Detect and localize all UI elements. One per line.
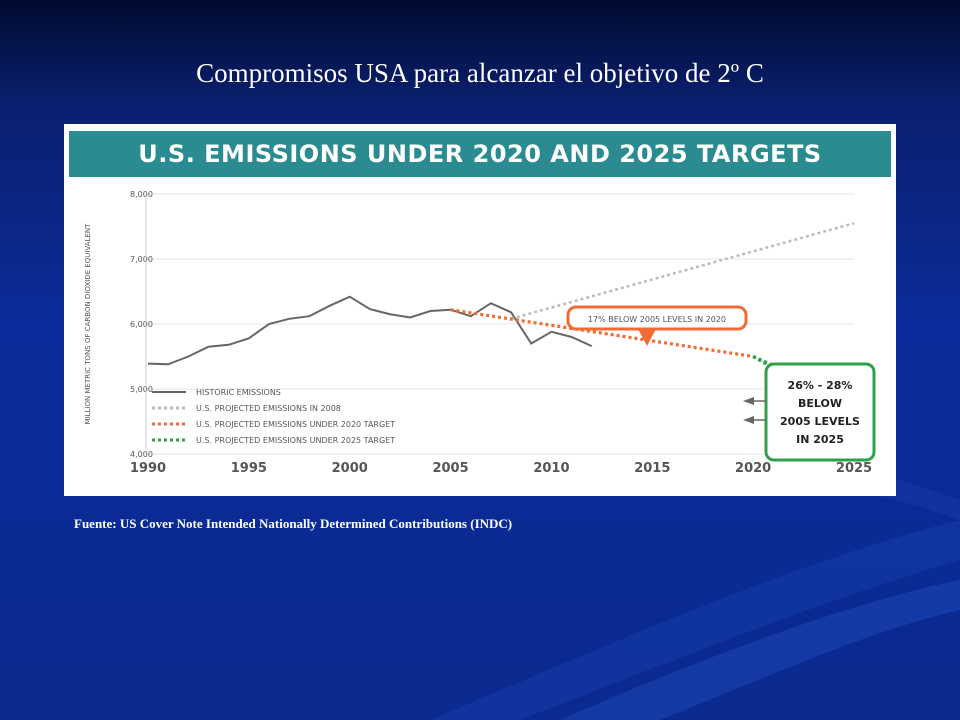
callout-2025-text: BELOW (798, 397, 842, 410)
y-tick-label: 7,000 (130, 255, 153, 264)
callout-2020-pointer (638, 329, 656, 346)
x-tick-label: 2025 (836, 461, 872, 476)
callout-2025-box (764, 362, 876, 462)
series-line (510, 222, 855, 321)
y-tick-label: 8,000 (130, 190, 153, 199)
x-tick-label: 1990 (130, 461, 166, 476)
y-axis-label: MILLION METRIC TONS OF CARBON DIOXIDE EQ… (84, 223, 92, 425)
slide-title: Compromisos USA para alcanzar el objetiv… (196, 58, 764, 88)
legend-label: U.S. PROJECTED EMISSIONS UNDER 2020 TARG… (196, 420, 395, 429)
callout-2025-text: IN 2025 (796, 433, 844, 446)
arrow-head (743, 397, 754, 405)
x-tick-label: 2005 (432, 461, 468, 476)
y-tick-label: 6,000 (130, 320, 153, 329)
y-tick-label: 4,000 (130, 450, 153, 459)
callout-2020-box (566, 305, 748, 331)
legend-label: U.S. PROJECTED EMISSIONS IN 2008 (196, 404, 341, 413)
callout-2025-text: 26% - 28% (788, 379, 853, 392)
x-tick-label: 2020 (735, 461, 771, 476)
y-tick-label: 5,000 (130, 385, 153, 394)
x-tick-label: 2000 (332, 461, 368, 476)
legend-label: HISTORIC EMISSIONS (196, 388, 281, 397)
chart-title: U.S. EMISSIONS UNDER 2020 AND 2025 TARGE… (69, 131, 891, 177)
x-tick-label: 1995 (231, 461, 267, 476)
legend-label: U.S. PROJECTED EMISSIONS UNDER 2025 TARG… (196, 436, 395, 445)
callout-2020-text: 17% BELOW 2005 LEVELS IN 2020 (588, 315, 726, 324)
chart-figure: U.S. EMISSIONS UNDER 2020 AND 2025 TARGE… (64, 124, 896, 496)
source-note: Fuente: US Cover Note Intended Nationall… (74, 516, 513, 531)
callout-2025-text: 2005 LEVELS (780, 415, 860, 428)
series-line (147, 295, 593, 366)
arrow-head (743, 416, 754, 424)
emissions-chart: 4,000 5,000 6,000 7,000 8,000 1990 1995 2000 200… (84, 190, 876, 476)
x-tick-label: 2010 (533, 461, 569, 476)
x-tick-label: 2015 (634, 461, 670, 476)
